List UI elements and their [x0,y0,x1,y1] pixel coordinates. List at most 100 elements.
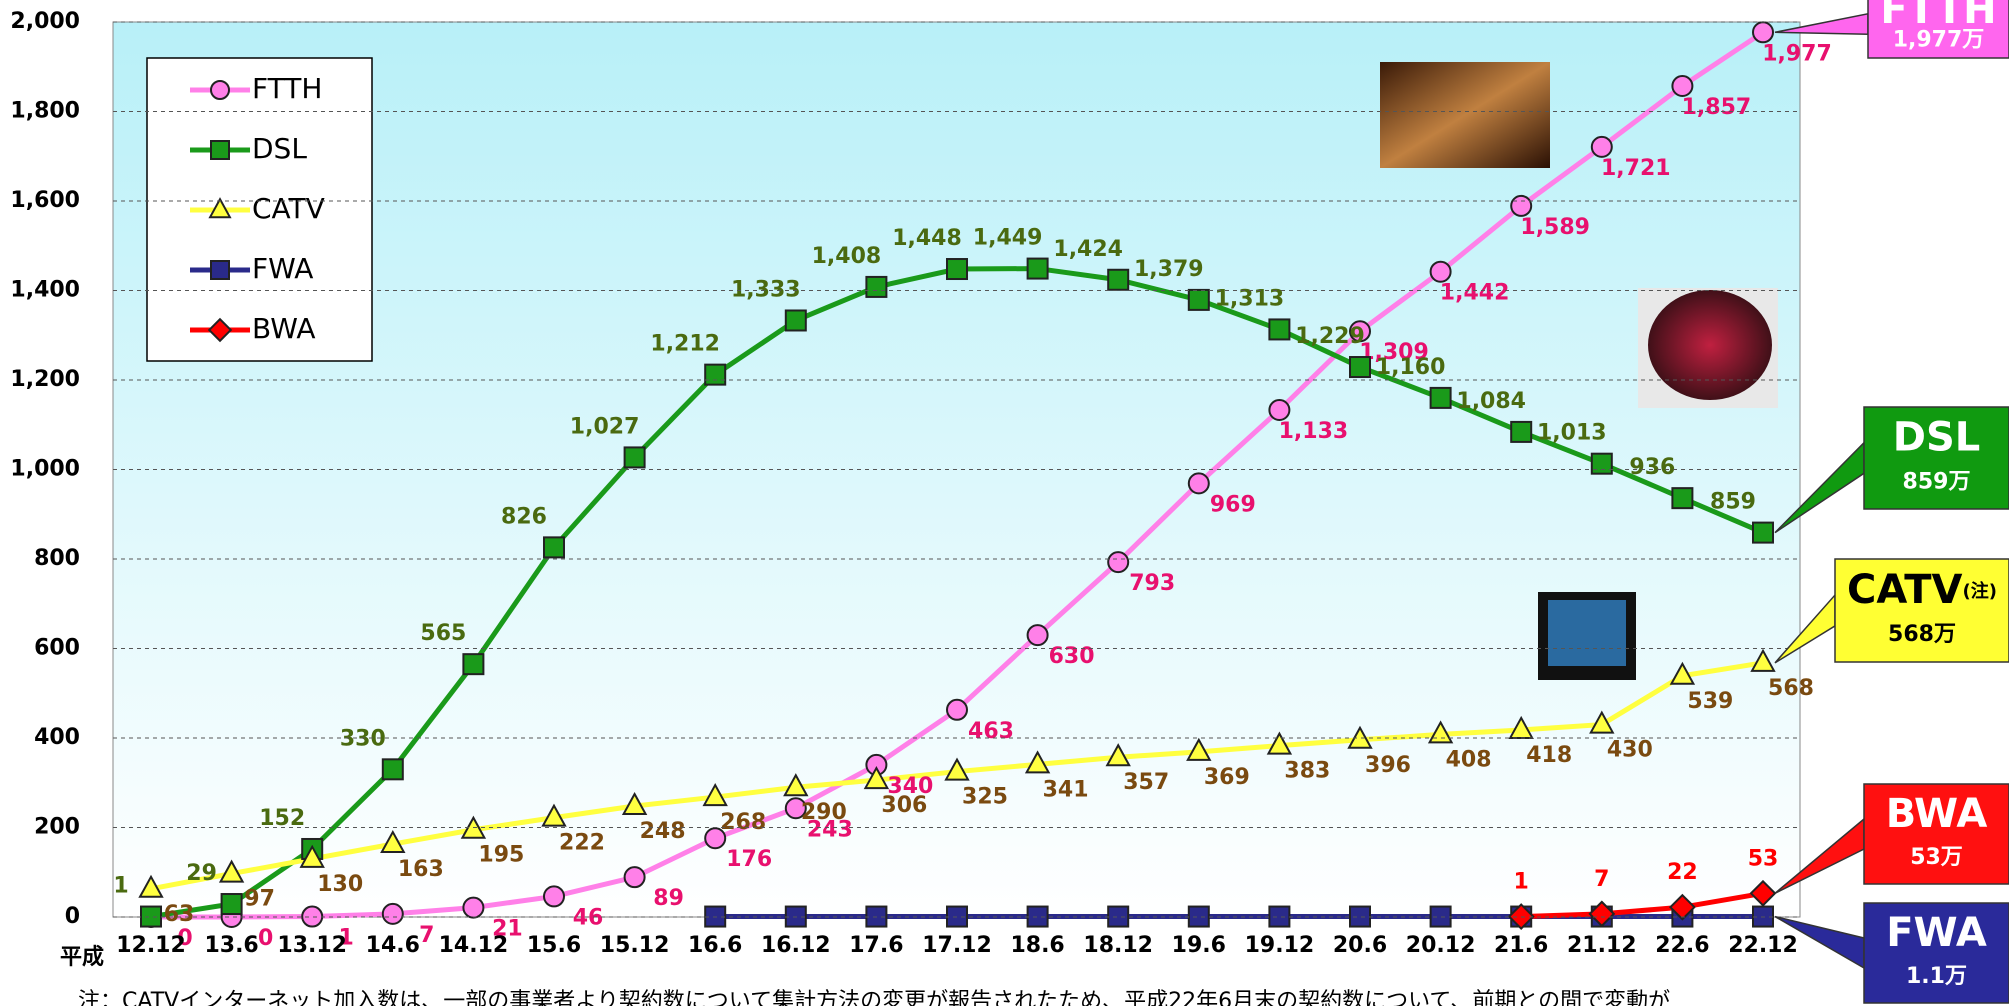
marker [381,902,404,925]
x-tick-label: 16.6 [688,933,742,958]
marker [381,758,404,781]
data-label: 1,379 [1134,257,1204,282]
x-tick-label: 14.6 [366,933,420,958]
series-line [1521,890,1764,920]
x-tick-label: 18.12 [1083,933,1153,958]
data-label: 0 [177,926,192,951]
callout-name: DSL [1893,415,1981,461]
data-label: 290 [801,800,847,825]
callout-label: BWA [1886,791,1988,837]
marker [623,866,646,889]
marker [1427,720,1454,744]
chart-layer: 0 0 1 7 21 46891762433404636307939691,1331,30… [113,21,1832,951]
data-label: 826 [501,504,547,529]
marker [702,782,728,807]
data-label: 340 [887,774,933,799]
marker [140,905,162,928]
cable-reel [1648,290,1772,400]
y-tick-label: 1,800 [10,99,80,124]
callout-box [1863,783,2009,885]
marker [1752,521,1774,544]
data-label: 383 [1284,759,1330,784]
callout-value: 1.1万 [1906,964,1967,989]
data-label: 1,424 [1053,237,1123,262]
x-tick-label: 20.12 [1406,933,1476,958]
x-tick-label: 17.12 [922,933,992,958]
marker [1668,893,1696,921]
data-label: 1,212 [650,332,720,357]
marker [1671,487,1694,510]
callout-name: CATV [1847,567,1962,613]
y-tick-label: 2,000 [10,9,80,34]
x-tick-label: 13.12 [277,933,347,958]
data-label: 7 [419,923,434,948]
callout-label: DSL [1893,415,1981,461]
data-label: 22 [1667,860,1698,885]
marker [210,140,230,160]
y-tick-label: 1,200 [10,367,80,392]
data-label: 0 [258,926,273,951]
marker [1026,257,1049,280]
marker [1187,905,1210,928]
y-tick-label: 0 [65,904,80,929]
data-label: 248 [640,819,686,844]
data-label: 243 [807,817,853,842]
data-label: 1 [1514,870,1529,895]
callout-box [1867,0,2009,59]
x-tick-label: 12.12 [116,933,186,958]
x-tick-label: 22.12 [1728,933,1798,958]
marker [1590,135,1613,158]
data-label: 1,448 [892,226,962,251]
x-tick-label: 22.6 [1655,933,1709,958]
marker [380,829,406,854]
data-label: 1,160 [1376,355,1446,380]
marker [865,275,888,298]
data-label: 330 [340,726,386,751]
y-tick-label: 1,400 [10,278,80,303]
marker [704,363,727,386]
callout-value: 859万 [1903,469,1971,494]
callout-label: FWA [1886,910,1987,956]
marker [1429,386,1452,409]
marker [1266,731,1293,755]
data-label: 53 [1748,846,1779,871]
data-label: 1,977 [1762,41,1832,66]
callout-name: FWA [1886,910,1987,956]
data-label: 195 [478,843,524,868]
callout-box [1834,558,2009,663]
marker [1107,905,1130,928]
data-label: 1 [339,926,354,951]
x-tick-label: 19.6 [1172,933,1226,958]
marker [1669,661,1696,685]
data-label: 46 [573,905,604,930]
marker [462,896,485,919]
data-label: 369 [1204,765,1250,790]
marker [1105,743,1131,767]
data-label: 408 [1446,747,1492,772]
marker [1589,710,1615,734]
marker [704,827,727,850]
legend-label: BWA [252,312,316,345]
data-label: 969 [1210,492,1256,517]
marker [944,757,970,781]
marker [863,765,890,790]
marker [218,859,245,883]
data-label: 1,027 [570,414,640,439]
marker [1268,318,1291,341]
marker [541,803,567,827]
callout-value: 1,977万 [1893,27,1985,52]
data-label: 341 [1043,777,1089,802]
data-label: 176 [726,847,772,872]
callout-note: (注) [1963,580,1997,602]
data-label: 1,408 [812,244,882,269]
marker [1268,398,1291,421]
data-label: 1,857 [1682,95,1752,120]
y-tick-label: 1,000 [10,457,80,482]
data-label: 1,133 [1279,419,1349,444]
data-label: 306 [881,793,927,818]
data-label: 268 [720,810,766,835]
marker [1187,288,1210,311]
y-tick-label: 400 [34,725,80,750]
y-tick-label: 200 [34,815,80,840]
data-label: 222 [559,831,605,856]
